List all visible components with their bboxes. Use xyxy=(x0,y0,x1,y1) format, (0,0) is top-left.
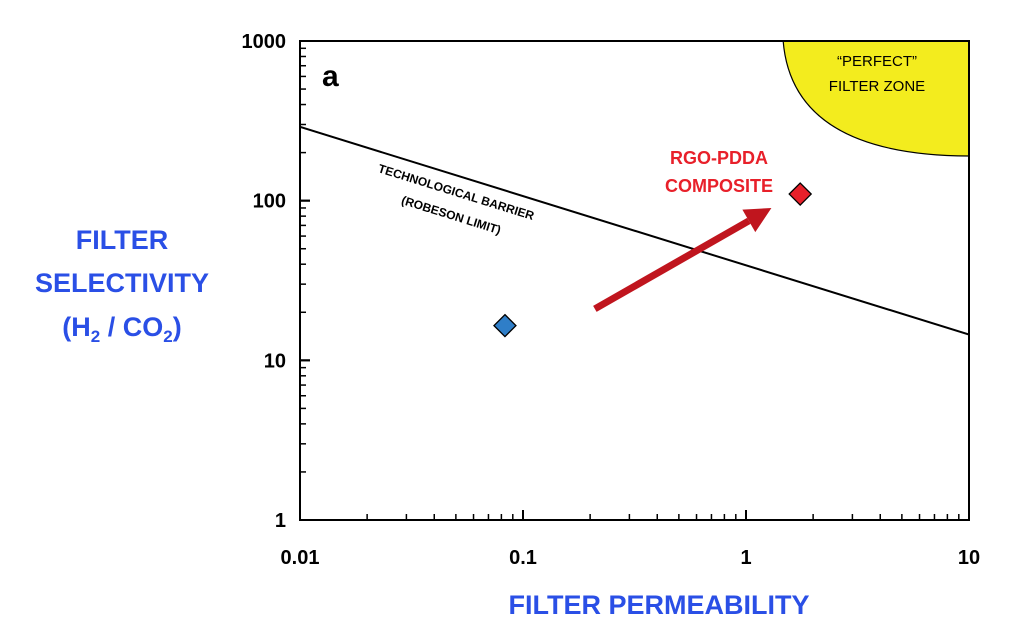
y-axis-title-line-1: FILTER xyxy=(76,225,168,255)
x-tick-label: 0.1 xyxy=(509,547,537,569)
perfect-filter-zone xyxy=(782,41,969,157)
y-tick-label: 10 xyxy=(264,350,286,372)
x-tick-label: 10 xyxy=(958,547,980,569)
data-point-rgo-pdda xyxy=(788,182,813,206)
composite-label-line-1: RGO-PDDA xyxy=(670,148,768,168)
robeson-limit-line xyxy=(300,125,969,336)
perfect-zone-label-line-2: FILTER ZONE xyxy=(829,78,925,95)
trend-arrow-shaft xyxy=(593,217,751,312)
plot-frame xyxy=(299,40,970,521)
trend-arrow-head xyxy=(742,207,772,233)
panel-label: a xyxy=(322,60,339,93)
x-tick-label: 1 xyxy=(740,547,751,569)
x-axis-title: FILTER PERMEABILITY xyxy=(509,590,810,620)
y-tick-label: 1 xyxy=(275,510,286,532)
composite-label-line-2: COMPOSITE xyxy=(665,176,773,196)
y-tick-label: 100 xyxy=(253,191,286,213)
y-tick-label: 1000 xyxy=(242,31,287,53)
axis-ticks xyxy=(299,40,970,521)
data-point-baseline xyxy=(493,313,517,338)
y-axis-title-text: / CO xyxy=(100,312,163,342)
y-axis-title-subscript: 2 xyxy=(91,327,100,346)
y-axis-title-text: ) xyxy=(173,312,182,342)
perfect-zone-label-line-1: “PERFECT” xyxy=(837,53,917,70)
y-axis-title-line-2: SELECTIVITY xyxy=(35,268,209,298)
y-axis-title-line-3: (H2 / CO2) xyxy=(62,312,181,346)
y-axis-title-subscript: 2 xyxy=(163,327,172,346)
x-tick-label: 0.01 xyxy=(281,547,320,569)
y-axis-title-text: (H xyxy=(62,312,91,342)
